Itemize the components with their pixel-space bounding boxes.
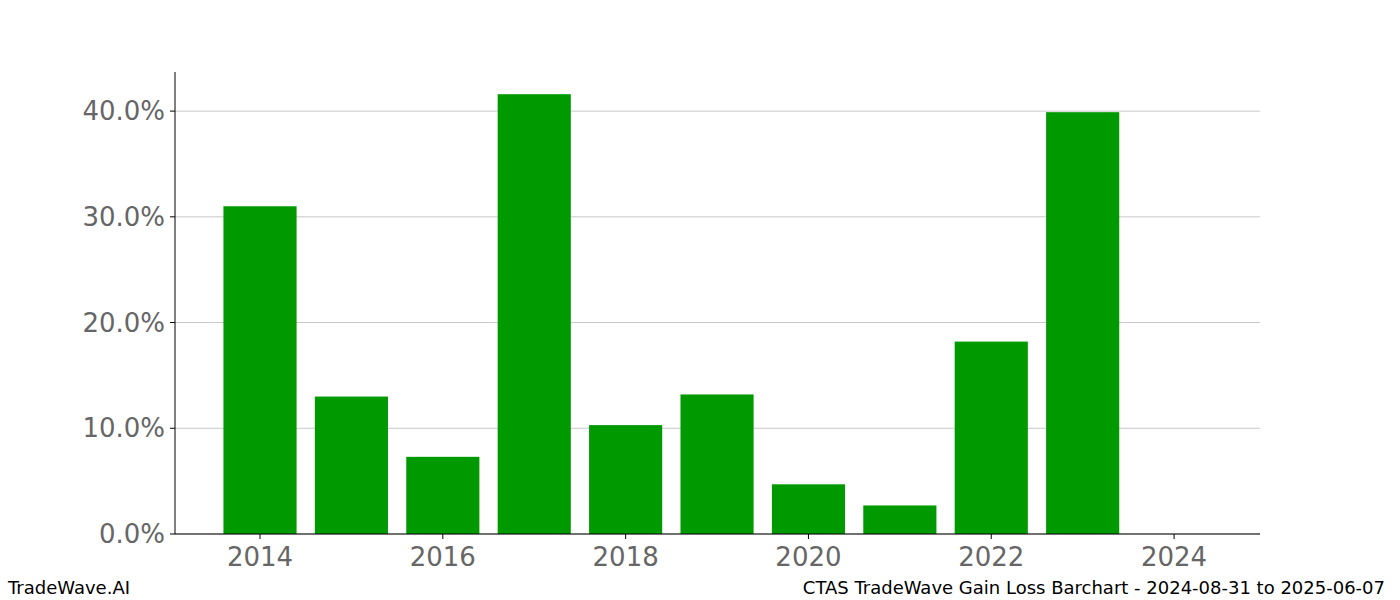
y-tick-label: 0.0% (99, 519, 165, 549)
grid-line (175, 534, 1260, 535)
y-tick (170, 322, 175, 323)
x-tick (442, 534, 443, 539)
x-axis-line (175, 534, 1260, 535)
bar (772, 484, 845, 534)
x-tick (991, 534, 992, 539)
bar (863, 505, 936, 534)
bar (315, 397, 388, 534)
bar (1046, 112, 1119, 534)
bar (680, 394, 753, 534)
x-tick (808, 534, 809, 539)
chart: 0.0% 10.0% 20.0% 30.0% 40.0% 2014 2016 2018 2020… (0, 0, 1400, 600)
bar (406, 457, 479, 534)
grid-line (175, 111, 1260, 112)
y-tick (170, 111, 175, 112)
y-tick-label: 20.0% (82, 308, 165, 338)
bar (498, 94, 571, 534)
y-axis-line (175, 72, 176, 534)
bar (589, 425, 662, 534)
y-tick (170, 534, 175, 535)
bar (955, 342, 1028, 534)
y-tick-label: 40.0% (82, 96, 165, 126)
bar (223, 206, 296, 534)
x-tick-label: 2014 (227, 542, 293, 572)
y-tick-label: 30.0% (82, 202, 165, 232)
y-tick (170, 428, 175, 429)
source: TradeWave.AI (7, 577, 130, 598)
x-tick (1174, 534, 1175, 539)
x-tick (260, 534, 261, 539)
x-tick-label: 2022 (958, 542, 1024, 572)
title: CTAS TradeWave Gain Loss Barchart - 2024… (803, 577, 1385, 598)
x-tick-label: 2016 (410, 542, 476, 572)
x-tick-label: 2018 (593, 542, 659, 572)
x-tick-label: 2020 (775, 542, 841, 572)
x-tick (625, 534, 626, 539)
x-tick-label: 2024 (1141, 542, 1207, 572)
y-tick-label: 10.0% (82, 413, 165, 443)
y-tick (170, 216, 175, 217)
